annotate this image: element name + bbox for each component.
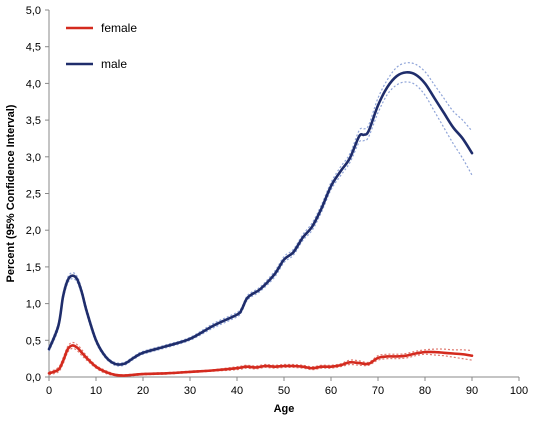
y-tick-label: 5,0 (26, 5, 41, 17)
y-tick-label: 0,0 (26, 372, 41, 384)
y-tick-label: 2,0 (26, 225, 41, 237)
male-ci-lower (48, 81, 473, 367)
x-tick-label: 50 (278, 385, 290, 397)
female-ci-upper (48, 341, 473, 376)
y-tick-label: 1,5 (26, 262, 41, 274)
x-tick-label: 20 (137, 385, 149, 397)
male-series-line (47, 71, 474, 366)
ticks: 0 10 20 30 40 50 60 70 80 90 100 0,0 0,5 1,0 1,5 2,0 2,5… (26, 5, 528, 397)
x-tick-label: 30 (184, 385, 196, 397)
x-tick-label: 10 (90, 385, 102, 397)
x-tick-label: 90 (466, 385, 478, 397)
y-tick-label: 3,0 (26, 152, 41, 164)
x-tick-label: 80 (419, 385, 431, 397)
x-tick-label: 40 (231, 385, 243, 397)
female-series-line (47, 344, 474, 377)
legend-label-female: female (101, 21, 137, 35)
y-tick-label: 4,5 (26, 42, 41, 54)
y-tick-label: 2,5 (26, 189, 41, 201)
x-tick-label: 60 (325, 385, 337, 397)
legend: female male (66, 21, 137, 71)
x-tick-label: 0 (46, 385, 52, 397)
y-axis-title: Percent (95% Confidence Interval) (5, 104, 17, 282)
x-tick-label: 100 (510, 385, 528, 397)
y-tick-label: 0,5 (26, 335, 41, 347)
confidence-intervals (48, 62, 473, 377)
female-ci-lower (48, 347, 473, 377)
x-axis-title: Age (274, 403, 295, 415)
y-tick-label: 4,0 (26, 78, 41, 90)
y-tick-label: 3,5 (26, 115, 41, 127)
y-tick-label: 1,0 (26, 299, 41, 311)
x-tick-label: 70 (372, 385, 384, 397)
male-ci-upper (48, 62, 473, 364)
legend-label-male: male (101, 57, 127, 71)
series-lines (47, 71, 474, 377)
